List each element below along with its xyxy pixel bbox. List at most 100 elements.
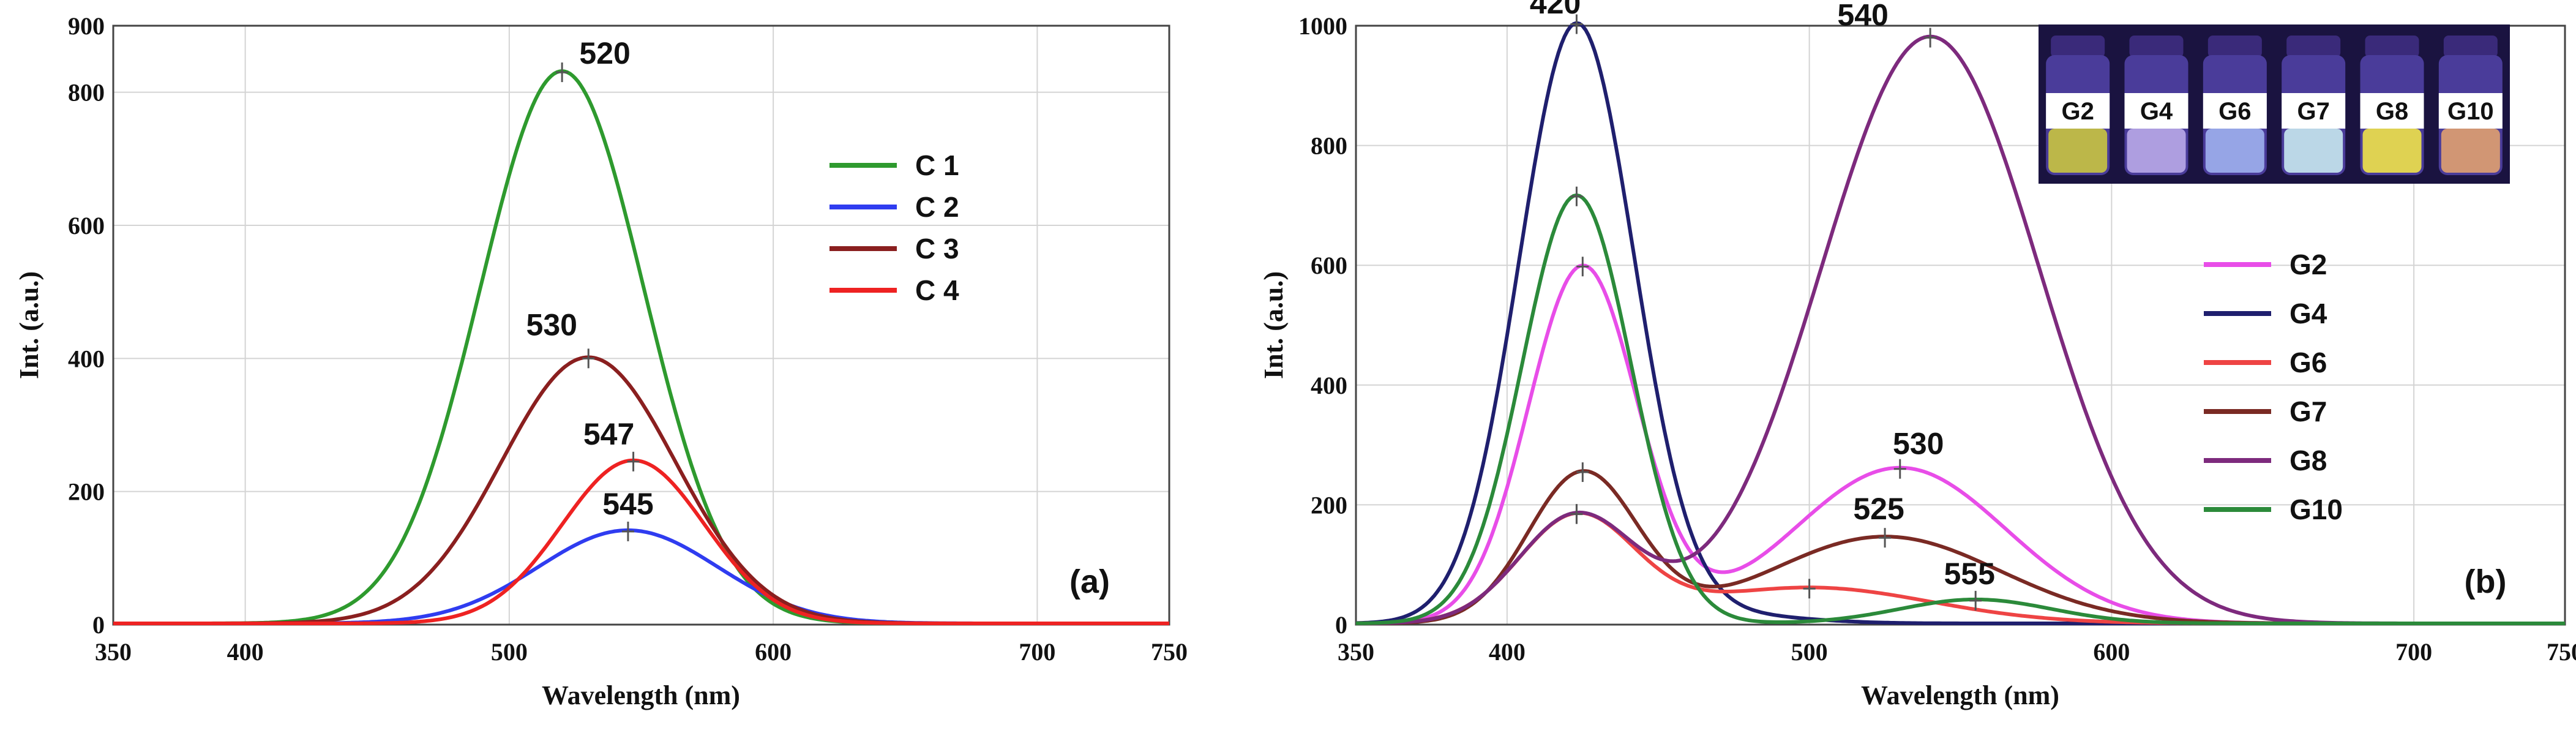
x-tick-label: 400 [227, 638, 264, 666]
y-tick-label: 800 [68, 79, 105, 107]
peak-labels-b: 420 540 530 525 555 [1530, 0, 1995, 591]
peak-label-547: 547 [583, 417, 634, 451]
grid-a [113, 25, 1170, 625]
vial-label: G2 [2061, 98, 2094, 125]
y-tick-label: 200 [1311, 491, 1347, 519]
legend-label: G4 [2290, 298, 2327, 329]
vial-g6: G6 [2203, 36, 2267, 175]
y-tick-label: 800 [1311, 132, 1347, 160]
vial-g7: G7 [2282, 36, 2346, 175]
y-tick-label: 0 [92, 611, 105, 639]
y-tick-label: 600 [1311, 252, 1347, 279]
vial-cap [2443, 36, 2498, 58]
x-axis-label-b: Wavelength (nm) [1861, 680, 2059, 710]
y-tick-label: 0 [1335, 611, 1347, 639]
curves-a [113, 62, 1169, 625]
x-tick-label: 750 [2547, 638, 2576, 666]
y-tick-label: 600 [68, 212, 105, 239]
x-tick-labels-b: 350 400 500 600 700 750 [1338, 638, 2576, 666]
vial-cap [2286, 36, 2341, 58]
legend-label: G10 [2290, 494, 2343, 525]
chart-panel-b: 0 200 400 600 800 1000 350 400 500 600 700 750 420… [1259, 0, 2576, 710]
legend-a: C 1 C 2 C 3 C 4 [829, 149, 959, 306]
x-axis-label-a: Wavelength (nm) [542, 680, 740, 710]
vial-liquid [2441, 129, 2500, 173]
vial-cap [2051, 36, 2105, 58]
vial-tag [2203, 93, 2267, 129]
y-axis-label-a: Int. (a.u.) [14, 271, 44, 379]
legend-label: C 1 [915, 149, 959, 181]
vial-liquid [2048, 129, 2108, 173]
peak-labels-a: 520 530 547 545 [526, 36, 654, 521]
vial-g4: G4 [2124, 36, 2188, 175]
peak-label-545: 545 [602, 487, 653, 521]
peak-label-555: 555 [1944, 557, 1994, 591]
panel-label-a: (a) [1069, 563, 1110, 600]
legend-label: C 4 [915, 274, 959, 306]
legend-b: G2 G4 G6 G7 G8 G10 [2204, 249, 2343, 525]
vial-label: G10 [2447, 98, 2494, 125]
x-tick-label: 700 [1019, 638, 1055, 666]
vial-g2: G2 [2046, 36, 2110, 175]
x-tick-label: 600 [2093, 638, 2130, 666]
series-line-c4 [113, 458, 1169, 625]
vial-photo-inset: G2 G4 G6 G7 G8 G10 [2039, 24, 2510, 184]
vial-tag [2282, 93, 2346, 129]
y-tick-labels-a: 0 200 400 600 800 900 [68, 12, 105, 639]
x-tick-label: 750 [1151, 638, 1188, 666]
y-tick-label: 900 [68, 12, 105, 40]
x-tick-label: 500 [1791, 638, 1828, 666]
x-tick-label: 350 [1338, 638, 1374, 666]
legend-label: G2 [2290, 249, 2327, 280]
vial-label: G8 [2376, 98, 2408, 125]
peak-label-530: 530 [1893, 427, 1944, 461]
vial-tag [2046, 93, 2110, 129]
x-tick-label: 350 [95, 638, 132, 666]
vial-liquid [2284, 129, 2343, 173]
x-tick-label: 400 [1489, 638, 1526, 666]
vial-g10: G10 [2438, 36, 2503, 175]
vial-liquid [2205, 129, 2264, 173]
inset-background [2039, 24, 2510, 184]
y-tick-label: 400 [68, 345, 105, 372]
peak-label-540: 540 [1837, 0, 1888, 32]
vial-liquid [2127, 129, 2186, 173]
x-tick-label: 600 [755, 638, 792, 666]
vial-label: G4 [2140, 98, 2173, 125]
peak-label-420: 420 [1530, 0, 1581, 20]
x-tick-labels-a: 350 400 500 600 700 750 [95, 638, 1188, 666]
y-tick-labels-b: 0 200 400 600 800 1000 [1298, 12, 1347, 639]
peak-label-520: 520 [579, 36, 630, 70]
vial-cap [2129, 36, 2184, 58]
legend-label: G6 [2290, 347, 2327, 378]
y-tick-label: 400 [1311, 372, 1347, 399]
vial-tag [2360, 93, 2424, 129]
series-line-c1 [113, 69, 1169, 625]
curves-b [1355, 14, 2565, 625]
panel-label-b: (b) [2465, 563, 2507, 600]
vial-liquid [2362, 129, 2422, 173]
legend-label: C 3 [915, 233, 959, 265]
y-axis-label-b: Int. (a.u.) [1259, 271, 1289, 379]
x-tick-label: 700 [2395, 638, 2432, 666]
vial-label: G7 [2297, 98, 2329, 125]
series-line-c2 [113, 528, 1169, 625]
peak-label-525: 525 [1853, 492, 1904, 526]
vial-g8: G8 [2360, 36, 2424, 175]
vial-label: G6 [2218, 98, 2251, 125]
y-tick-label: 200 [68, 478, 105, 506]
legend-label: C 2 [915, 191, 959, 223]
legend-label: G7 [2290, 396, 2327, 427]
series-line-g10 [1355, 193, 2565, 625]
x-tick-label: 500 [491, 638, 528, 666]
vial-tag [2438, 93, 2503, 129]
plot-frame-a [112, 24, 1170, 626]
y-tick-label: 1000 [1298, 12, 1347, 40]
vial-tag [2124, 93, 2188, 129]
vial-cap [2365, 36, 2419, 58]
vial-cap [2207, 36, 2262, 58]
peak-label-530: 530 [526, 307, 577, 342]
legend-label: G8 [2290, 445, 2327, 476]
